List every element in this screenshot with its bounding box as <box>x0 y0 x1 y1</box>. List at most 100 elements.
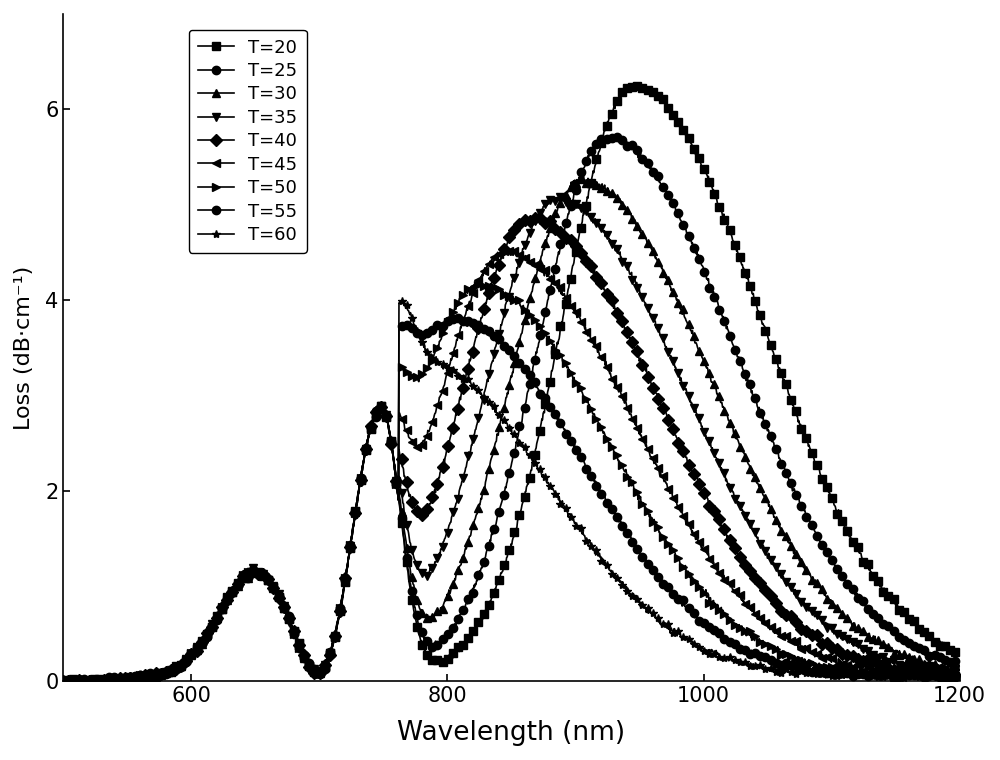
T=35 <box>59 677 71 686</box>
T=40 <box>941 670 953 679</box>
T=60 <box>529 458 541 467</box>
T=30 <box>367 415 379 424</box>
T=60 <box>954 673 966 682</box>
T=55 <box>941 673 953 682</box>
T=25 <box>367 416 379 426</box>
T=25 <box>528 359 540 369</box>
T=45 <box>954 670 966 679</box>
T=45 <box>941 673 953 682</box>
T=50 <box>954 673 966 682</box>
T=30 <box>528 279 540 288</box>
Line: T=50: T=50 <box>59 280 964 686</box>
T=25 <box>941 654 953 663</box>
T=35 <box>941 667 953 676</box>
T=55 <box>57 676 69 686</box>
T=55 <box>367 415 379 424</box>
T=55 <box>954 672 966 681</box>
T=20 <box>59 677 71 686</box>
T=35 <box>554 193 566 202</box>
T=40 <box>520 213 532 222</box>
T=45 <box>786 636 798 645</box>
T=40 <box>471 328 483 337</box>
T=30 <box>954 666 966 675</box>
T=25 <box>472 572 484 581</box>
T=50 <box>474 280 486 289</box>
T=25 <box>607 131 619 140</box>
T=20 <box>786 397 798 406</box>
T=50 <box>529 315 541 325</box>
Line: T=35: T=35 <box>59 193 964 686</box>
T=20 <box>367 418 379 427</box>
T=60 <box>57 674 69 683</box>
T=20 <box>954 648 966 657</box>
T=20 <box>941 644 953 654</box>
T=35 <box>367 416 379 425</box>
T=55 <box>451 312 463 321</box>
T=55 <box>472 321 484 330</box>
T=45 <box>275 597 287 606</box>
T=50 <box>275 596 287 605</box>
T=30 <box>472 505 484 514</box>
T=30 <box>786 543 798 552</box>
Line: T=40: T=40 <box>59 214 964 686</box>
T=50 <box>59 677 71 686</box>
T=60 <box>941 672 953 681</box>
T=35 <box>528 219 540 228</box>
T=30 <box>275 595 287 604</box>
T=45 <box>59 677 71 686</box>
T=30 <box>578 172 590 181</box>
Line: T=60: T=60 <box>59 297 964 686</box>
Line: T=25: T=25 <box>59 131 964 686</box>
T=30 <box>941 665 953 674</box>
T=40 <box>274 597 286 606</box>
T=45 <box>367 418 379 427</box>
T=20 <box>528 451 540 461</box>
X-axis label: Wavelength (nm): Wavelength (nm) <box>397 720 625 746</box>
T=60 <box>275 596 287 605</box>
Y-axis label: Loss (dB·cm⁻¹): Loss (dB·cm⁻¹) <box>14 265 34 429</box>
T=50 <box>786 653 798 662</box>
T=50 <box>367 416 379 426</box>
T=55 <box>58 677 70 686</box>
T=45 <box>472 277 484 286</box>
T=60 <box>367 416 379 425</box>
T=45 <box>57 676 69 686</box>
Line: T=55: T=55 <box>59 312 964 686</box>
T=60 <box>59 677 71 686</box>
T=60 <box>396 296 408 306</box>
T=60 <box>786 666 798 675</box>
Line: T=20: T=20 <box>59 79 964 686</box>
Line: T=30: T=30 <box>59 172 964 686</box>
T=60 <box>472 386 484 395</box>
T=25 <box>786 482 798 491</box>
T=35 <box>57 676 69 686</box>
T=30 <box>58 677 70 686</box>
T=20 <box>472 619 484 628</box>
T=40 <box>366 420 378 429</box>
T=30 <box>57 676 69 686</box>
T=55 <box>275 595 287 604</box>
T=35 <box>954 669 966 678</box>
T=45 <box>503 245 515 254</box>
T=50 <box>941 670 953 679</box>
T=20 <box>275 597 287 606</box>
T=40 <box>57 677 69 686</box>
Legend: T=20, T=25, T=30, T=35, T=40, T=45, T=50, T=55, T=60: T=20, T=25, T=30, T=35, T=40, T=45, T=50… <box>189 30 307 253</box>
T=25 <box>57 676 69 686</box>
T=40 <box>954 670 966 679</box>
T=45 <box>529 261 541 270</box>
T=40 <box>528 214 540 223</box>
T=25 <box>275 596 287 605</box>
T=35 <box>275 597 287 606</box>
T=20 <box>57 676 69 686</box>
T=35 <box>786 585 798 594</box>
T=25 <box>954 660 966 670</box>
T=50 <box>57 676 69 686</box>
T=25 <box>59 677 71 686</box>
T=55 <box>786 661 798 670</box>
T=35 <box>472 416 484 426</box>
T=40 <box>785 612 797 621</box>
T=55 <box>529 378 541 387</box>
Line: T=45: T=45 <box>59 245 964 686</box>
T=20 <box>627 79 639 88</box>
